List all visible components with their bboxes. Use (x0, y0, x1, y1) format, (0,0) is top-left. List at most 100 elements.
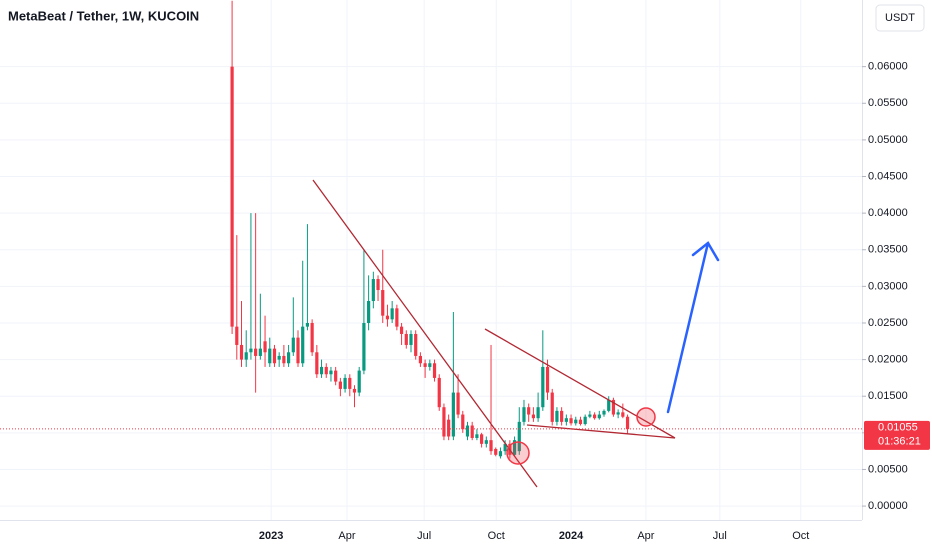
candle-body (607, 399, 611, 411)
candle-body (442, 407, 446, 437)
candle-body (592, 414, 597, 419)
x-tick-label: 2023 (259, 530, 283, 542)
x-tick-label: Oct (792, 530, 809, 542)
y-tick-label: 0.04000 (868, 207, 908, 219)
y-tick-label: 0.01500 (868, 390, 908, 402)
candle-body (414, 333, 418, 356)
candle-body (381, 290, 385, 316)
candle-body (301, 326, 305, 364)
candle-body (498, 451, 503, 457)
candle-body (625, 416, 630, 430)
y-tick-label: 0.05500 (868, 97, 908, 109)
candle-body (305, 322, 310, 327)
candle-body (597, 414, 601, 419)
candle-body (348, 377, 352, 389)
currency-label[interactable]: USDT (885, 12, 915, 24)
candle-body (334, 370, 338, 382)
candle-body (404, 333, 408, 345)
countdown-label: 01:36:21 (878, 436, 921, 448)
candle-body (423, 363, 427, 367)
x-tick-label: Jul (713, 530, 727, 542)
candle-body (494, 448, 498, 455)
price-tag-label: 0.01055 (878, 422, 918, 434)
forecast-arrow (666, 241, 720, 414)
candle-body (324, 366, 328, 375)
candle-body (239, 344, 244, 360)
x-tick-label: Apr (338, 530, 355, 542)
candle-body (527, 407, 531, 415)
price-tag (864, 420, 930, 450)
candle-body (503, 443, 507, 452)
candle-body (531, 414, 535, 419)
candle-body (258, 348, 262, 356)
candle-body (432, 363, 437, 378)
candle-body (456, 392, 460, 415)
candle-body (489, 440, 493, 452)
currency-button[interactable] (875, 4, 925, 32)
candle-body (475, 434, 479, 438)
highlight-circle (506, 441, 530, 465)
candle-body (395, 308, 399, 327)
candle-body (230, 66, 234, 327)
candle-body (362, 322, 366, 371)
candle-body (512, 440, 517, 455)
candle-body (296, 337, 300, 364)
y-tick-label: 0.04500 (868, 170, 908, 182)
chart-title: MetaBeat / Tether, 1W, KUCOIN (8, 8, 199, 23)
candle-body (583, 416, 587, 425)
candle-body (545, 366, 550, 393)
candle-body (611, 399, 616, 415)
y-tick-label: 0.00000 (868, 500, 908, 512)
candle-body (385, 315, 390, 320)
highlight-circle (636, 407, 656, 427)
candle-body (409, 333, 413, 345)
candle-body (517, 421, 521, 452)
candle-body (272, 348, 277, 364)
candle-body (451, 392, 455, 437)
candle-body (235, 326, 239, 345)
candle-body (343, 377, 347, 389)
candle-body (484, 440, 488, 444)
y-tick-label: 0.05000 (868, 134, 908, 146)
y-tick-label: 0.02000 (868, 354, 908, 366)
x-tick-label: Jul (417, 530, 431, 542)
candle-body (244, 352, 248, 360)
candle-body (480, 434, 484, 444)
candle-body (560, 410, 564, 422)
candle-body (541, 366, 545, 408)
candle-body (574, 419, 578, 424)
candle-body (588, 414, 592, 417)
candle-body (522, 407, 526, 422)
candle-body (550, 392, 554, 422)
candle-body (390, 308, 394, 320)
candle-body (465, 425, 470, 437)
trend-line (312, 179, 538, 488)
candle-body (357, 370, 361, 393)
candle-body (291, 337, 295, 353)
candle-body (268, 348, 272, 364)
candle-body (536, 407, 540, 419)
candle-body (352, 388, 357, 393)
candle-body (602, 410, 606, 415)
candle-body (578, 419, 583, 425)
candle-body (277, 355, 281, 360)
drawings (312, 179, 720, 488)
candle-body (319, 366, 324, 375)
x-tick-label: Oct (488, 530, 505, 542)
y-tick-label: 0.06000 (868, 61, 908, 73)
candle-body (310, 322, 314, 353)
candle-body (616, 412, 620, 415)
candle-body (437, 377, 441, 408)
candle-body (564, 418, 568, 422)
candles (230, 0, 630, 459)
candle-body (621, 412, 625, 417)
candle-body (555, 410, 559, 422)
candle-body (338, 381, 342, 389)
y-tick-label: 0.02500 (868, 317, 908, 329)
candle-body (470, 425, 474, 438)
candle-body (447, 419, 451, 437)
candle-body (329, 370, 333, 375)
candle-body (315, 352, 319, 375)
